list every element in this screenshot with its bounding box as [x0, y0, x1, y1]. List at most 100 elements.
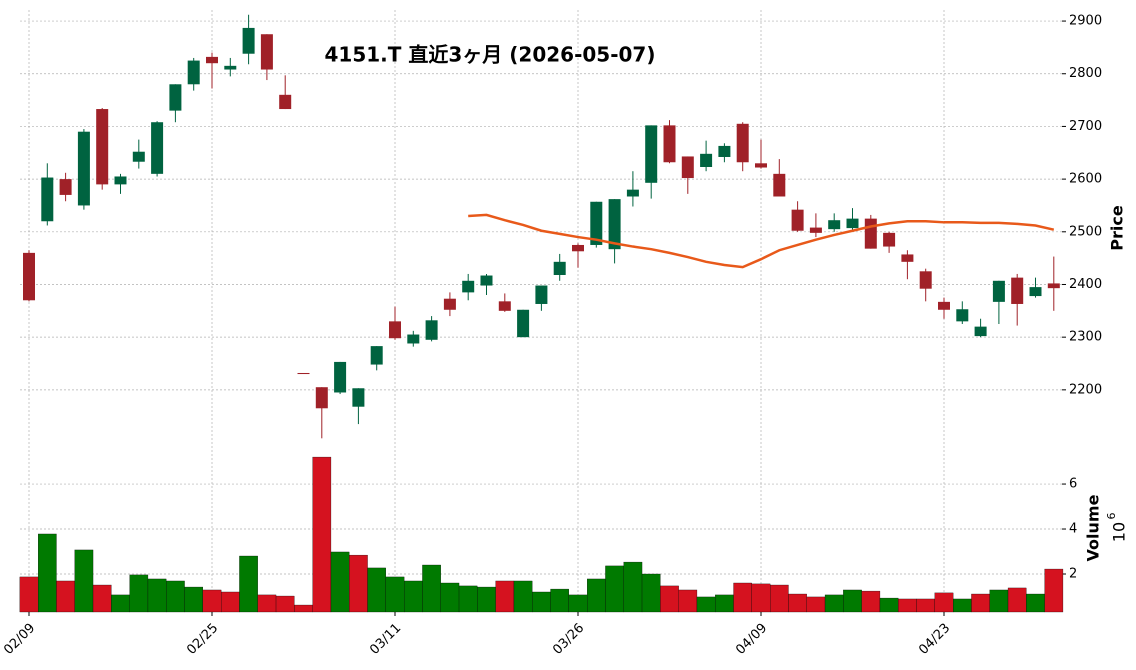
volume-bar [1044, 568, 1064, 613]
candle-body [315, 387, 328, 409]
candle-body [114, 176, 127, 185]
candle-body [169, 84, 182, 111]
candle-body [626, 189, 639, 197]
candle-body [297, 372, 310, 375]
y-tick-label: 2200 [1069, 382, 1102, 397]
volume-bar [202, 589, 222, 613]
volume-bar [495, 580, 515, 613]
candle-body [773, 173, 786, 197]
volume-bar [898, 598, 917, 613]
candle-body [206, 56, 218, 64]
candle-body [224, 65, 237, 70]
volume-bar [1007, 587, 1027, 613]
volume-bar [806, 596, 826, 613]
candle-body [77, 131, 90, 206]
volume-bar [74, 549, 94, 613]
x-tick-label: 03/26 [550, 621, 587, 658]
candle-body [279, 94, 292, 110]
y-tick-label: 2500 [1069, 224, 1102, 239]
volume-bar [641, 573, 661, 613]
price-axis-label: Price [1108, 205, 1127, 251]
volume-bar [715, 594, 734, 613]
candle-body [187, 60, 200, 85]
x-tick-label: 02/09 [1, 621, 38, 658]
candle-body [1029, 287, 1042, 297]
volume-bar [605, 565, 624, 613]
candle-body [480, 275, 493, 286]
volume-bar [19, 576, 39, 613]
candle-body [791, 209, 804, 231]
volume-bar [678, 589, 698, 613]
candle-body [443, 298, 456, 310]
volume-bar [239, 555, 258, 613]
candle-body [370, 346, 383, 365]
volume-bar [934, 592, 954, 613]
candle-body [498, 301, 511, 311]
candle-body [59, 179, 72, 195]
volume-bar [349, 554, 368, 613]
candle-body [553, 261, 566, 275]
candle-body [535, 285, 548, 304]
candle-body [132, 151, 145, 162]
volume-bar [623, 561, 643, 613]
y-tick-label: 2700 [1069, 119, 1102, 134]
volume-bar [312, 456, 332, 613]
candle-body [590, 201, 603, 245]
candle-body [462, 280, 475, 293]
volume-bar [166, 580, 185, 613]
volume-bar [916, 598, 935, 613]
volume-bar [532, 591, 551, 613]
y-tick-label: 2 [1069, 566, 1077, 581]
volume-bar [129, 574, 149, 613]
candle-body [663, 125, 676, 163]
candle-body [700, 153, 713, 167]
volume-bar [733, 582, 752, 613]
volume-bar [458, 585, 478, 613]
x-tick-label: 04/23 [916, 621, 953, 658]
candle-body [41, 177, 54, 222]
candle-body [260, 34, 273, 70]
volume-bar [440, 582, 460, 613]
candle-body [919, 271, 932, 289]
volume-bar [751, 583, 771, 613]
volume-bar [422, 564, 441, 613]
candle-body [334, 361, 347, 393]
volume-bar [861, 590, 881, 613]
volume-bar [1026, 593, 1045, 613]
candle-body [352, 388, 365, 407]
candle-body [956, 309, 969, 322]
candle-body [389, 321, 401, 339]
y-tick-label: 4 [1069, 522, 1077, 537]
candle-body [809, 227, 822, 233]
volume-bar [788, 593, 807, 613]
volume-bar [330, 551, 350, 613]
chart-title: 4151.T 直近3ヶ月 (2026-05-07) [325, 43, 656, 67]
volume-bar [257, 594, 277, 613]
candle-body [242, 27, 255, 54]
volume-bar [367, 567, 386, 613]
x-tick-label: 02/25 [184, 621, 221, 658]
volume-bar [550, 588, 569, 613]
volume-bar [971, 593, 990, 613]
volume-axis-label: Volume [1084, 494, 1103, 561]
volume-bar [843, 589, 862, 613]
candle-body [718, 145, 731, 157]
candle-body [23, 252, 35, 301]
candle-body [1047, 283, 1060, 289]
y-tick-label: 2300 [1069, 330, 1102, 345]
volume-bar [477, 586, 496, 613]
volume-bar [660, 585, 679, 613]
candle-body [645, 125, 658, 183]
volume-bar [92, 584, 112, 613]
candle-body [846, 218, 859, 229]
candle-body [151, 122, 164, 174]
candle-body [755, 163, 767, 168]
volume-bar [696, 596, 716, 613]
volume-bar [56, 580, 75, 613]
candle-body [407, 334, 420, 344]
candle-body [517, 309, 530, 338]
candle-body [901, 254, 914, 262]
candle-body [974, 326, 987, 337]
candle-body [572, 244, 584, 252]
